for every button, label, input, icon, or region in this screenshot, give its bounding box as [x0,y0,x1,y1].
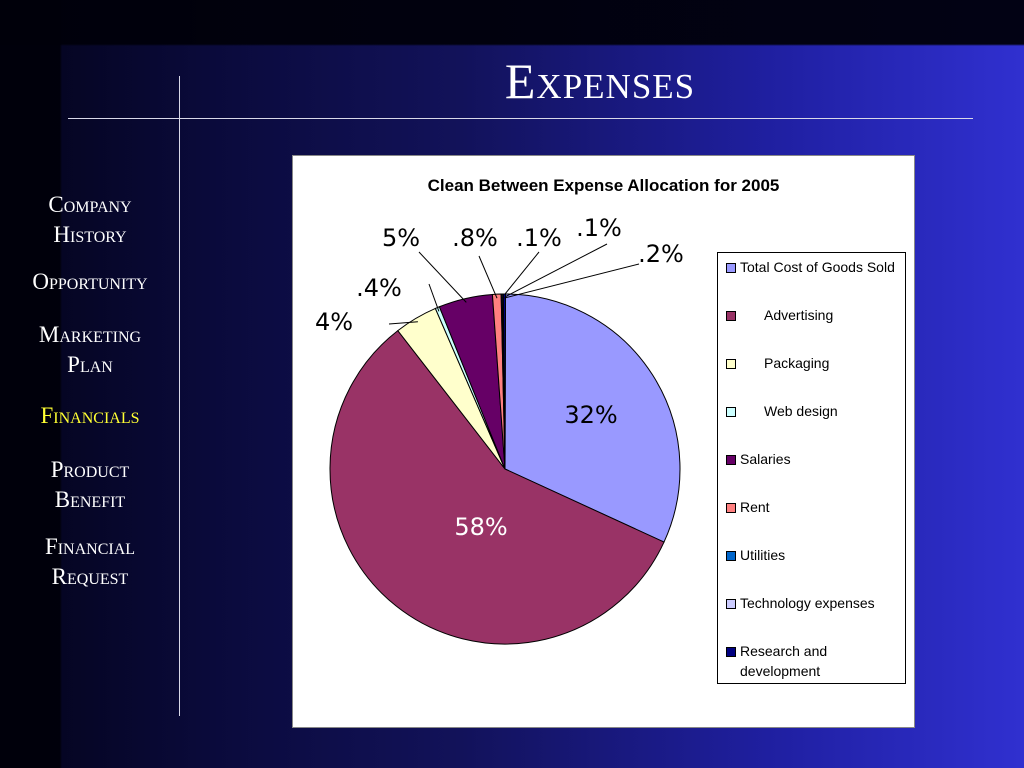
legend-label: Research and development [740,643,828,679]
legend-label: Total Cost of Goods Sold [740,259,895,275]
pie-slice-total-cost-of-goods-sold [504,293,681,543]
legend-swatch [726,407,736,417]
leader-line [502,243,608,299]
nav-item-product-benefit[interactable]: Product Benefit [50,457,130,512]
chart-title: Clean Between Expense Allocation for 200… [427,176,780,195]
leader-line [388,321,418,325]
legend-swatch [726,263,736,273]
sidebar-nav: Company History Opportunity Marketing Plan… [0,190,180,592]
nav-item-opportunity[interactable]: Opportunity [32,269,148,294]
legend-label: Advertising [764,307,834,323]
slide-title: Expenses [504,53,696,109]
chart-panel: Clean Between Expense Allocation for 200… [292,155,915,728]
legend-swatch [726,311,736,321]
legend-label: Salaries [740,451,791,467]
nav-item-company-history[interactable]: Company History [48,192,132,247]
leader-line [428,283,440,312]
pie-slice-advertising [329,329,665,645]
legend-swatch [726,551,736,561]
legend-label: Utilities [740,547,786,563]
data-label: 58% [454,513,507,541]
legend-swatch [726,503,736,513]
nav-item-financial-request[interactable]: Financial Request [44,534,136,589]
pie-chart: 32% 58% 4%.4% 5% .8% .1% .1% .2% [315,214,684,645]
legend-swatch [726,647,736,657]
nav-item-financials[interactable]: Financials [40,403,140,428]
data-label: .2% [638,240,684,268]
data-label: 5% [382,224,420,252]
legend-label: Technology expenses [740,595,875,611]
legend-swatch [726,359,736,369]
leader-line [478,255,498,299]
chart-legend: Total Cost of Goods Sold Advertising Packa… [717,252,906,684]
leader-line [418,251,467,303]
sidebar-divider [179,76,180,716]
data-label: .1% [576,214,622,242]
data-label: .1% [516,224,562,252]
leader-line [504,263,640,299]
data-label: 4% [315,308,353,336]
legend-label: Rent [740,499,770,515]
legend-swatch [726,455,736,465]
legend-label: Web design [764,403,838,419]
data-label: 32% [564,401,617,429]
title-divider [68,118,973,119]
legend-swatch [726,599,736,609]
pie-slice-research-and-development [502,293,507,470]
data-label: .4% [356,274,402,302]
nav-item-marketing-plan[interactable]: Marketing Plan [38,322,142,377]
leader-line [501,251,540,299]
data-label: .8% [452,224,498,252]
legend-label: Packaging [764,355,830,371]
